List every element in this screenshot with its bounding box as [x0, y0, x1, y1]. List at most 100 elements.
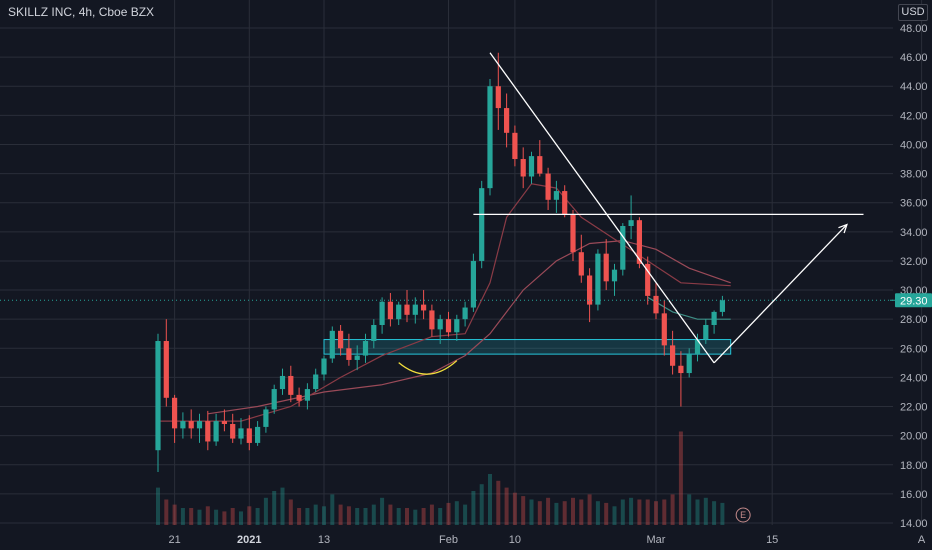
projection-arrow — [713, 224, 848, 364]
candle-body — [296, 394, 302, 401]
candle-body — [437, 319, 443, 330]
candle — [595, 249, 601, 311]
volume-bar — [695, 499, 700, 525]
candle-body — [396, 304, 402, 320]
candle — [205, 410, 211, 451]
candle-body — [553, 191, 559, 200]
x-tick-label: Feb — [439, 534, 458, 546]
candle — [537, 140, 543, 177]
candle-body — [661, 313, 667, 346]
candle-body — [230, 424, 236, 439]
volume-bar — [388, 504, 393, 525]
candle-body — [479, 188, 485, 261]
volume-bar — [288, 499, 293, 525]
candle — [445, 311, 452, 337]
volume-bar — [471, 491, 476, 525]
volume-bar — [529, 499, 534, 525]
volume-bar — [338, 504, 343, 525]
volume-bar — [620, 499, 625, 525]
candle — [620, 223, 626, 276]
candle — [346, 333, 352, 366]
candle-body — [487, 86, 493, 189]
volume-bar — [380, 497, 385, 525]
candle-body — [238, 428, 244, 439]
candle — [313, 368, 319, 392]
candle — [520, 147, 526, 189]
moving-average-fast — [158, 183, 731, 422]
candle-body — [338, 330, 344, 349]
y-tick-label: 22.00 — [900, 402, 928, 414]
symbol-title: SKILLZ INC, 4h, Cboe BZX — [8, 5, 155, 19]
candle-body — [196, 421, 203, 429]
volume-bar — [255, 508, 260, 525]
candle-body — [188, 421, 194, 429]
rounded-bottom-curve — [398, 360, 458, 375]
candle — [587, 268, 593, 323]
candle — [661, 300, 667, 356]
x-tick-label: 10 — [509, 534, 521, 546]
candle — [470, 253, 476, 312]
candle — [528, 151, 535, 184]
volume-bar — [239, 511, 243, 525]
volume-bar — [429, 504, 434, 525]
candle-body — [520, 159, 526, 177]
candle — [263, 406, 269, 433]
candle — [611, 263, 618, 296]
volume-bar — [604, 502, 609, 525]
volume-bar — [712, 501, 717, 525]
y-tick-label: 44.00 — [900, 81, 928, 93]
x-tick-label: 15 — [766, 534, 778, 546]
candle — [238, 418, 244, 445]
y-tick-label: 24.00 — [900, 372, 928, 384]
x-tick-label: 2021 — [237, 534, 261, 546]
volume-bar — [579, 499, 584, 525]
candle-body — [454, 319, 460, 333]
candle — [155, 333, 161, 473]
volume-bar — [189, 508, 194, 525]
candle — [230, 413, 236, 443]
candle — [246, 415, 252, 451]
volume-bar — [687, 494, 692, 525]
y-tick-label: 46.00 — [900, 52, 928, 64]
volume-bar — [214, 509, 219, 525]
descending-trendline — [489, 52, 715, 364]
candle-body — [545, 173, 551, 200]
candle-body — [587, 275, 593, 305]
candle — [362, 333, 369, 363]
volume-bar — [645, 499, 650, 525]
candle-body — [429, 310, 435, 330]
candle — [479, 180, 485, 269]
y-tick-label: 40.00 — [900, 139, 928, 151]
candle — [703, 319, 709, 344]
candle-body — [719, 300, 725, 312]
candle-body — [354, 355, 360, 360]
candle — [221, 409, 227, 432]
candle — [694, 333, 701, 362]
candle-body — [711, 311, 717, 325]
candle — [719, 295, 725, 317]
candle — [653, 282, 659, 320]
volume-bar — [463, 504, 468, 525]
candle — [196, 413, 203, 443]
candle — [570, 209, 576, 261]
volume-bar — [512, 492, 517, 525]
candle-body — [686, 354, 692, 374]
candle-body — [172, 397, 178, 429]
volume-bar — [612, 506, 617, 525]
volume-bar — [421, 508, 426, 525]
volume-bar — [405, 508, 409, 525]
volume-bar — [313, 504, 318, 525]
candle — [645, 256, 651, 305]
candle — [421, 290, 427, 320]
candle — [545, 167, 551, 210]
candle-body — [346, 348, 352, 360]
candle-body — [329, 330, 335, 359]
moving-average-slow — [207, 239, 731, 415]
candle-body — [562, 191, 568, 215]
candle — [304, 383, 310, 410]
candle-body — [379, 301, 385, 325]
volume-bar — [479, 484, 484, 525]
currency-button[interactable]: USD — [898, 4, 928, 21]
